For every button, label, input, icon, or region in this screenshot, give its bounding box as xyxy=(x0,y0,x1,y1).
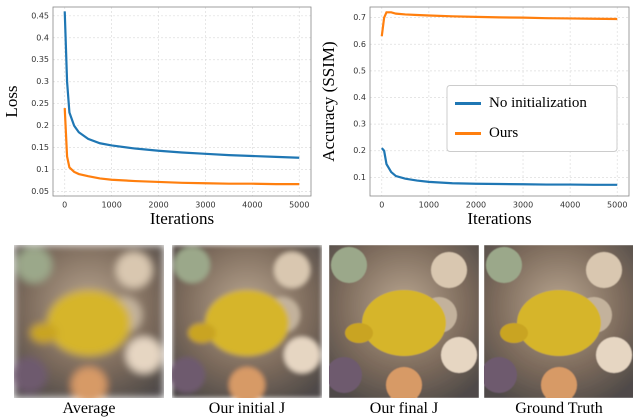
x-tick-label: 0 xyxy=(379,201,384,210)
y-tick-label: 0.3 xyxy=(353,120,366,129)
x-tick-label: 5000 xyxy=(289,201,309,210)
y-tick-label: 0.5 xyxy=(353,66,366,75)
y-tick-label: 0.3 xyxy=(36,77,49,86)
shell xyxy=(481,357,517,393)
y-tick-label: 0.45 xyxy=(31,11,49,20)
y-tick-label: 0.2 xyxy=(36,121,49,130)
y-tick-label: 0.4 xyxy=(353,93,366,102)
data-line xyxy=(65,108,300,184)
image-content xyxy=(11,245,164,403)
image-panel xyxy=(326,245,479,403)
shell xyxy=(274,252,310,288)
shell xyxy=(16,247,52,283)
shell xyxy=(441,337,477,373)
y-tick-label: 0.6 xyxy=(353,40,366,49)
shell xyxy=(284,337,320,373)
y-tick-label: 0.1 xyxy=(353,173,366,182)
x-axis-label: Iterations xyxy=(150,209,214,228)
turtle-shell xyxy=(205,290,289,356)
image-content xyxy=(169,245,322,403)
turtle-head xyxy=(30,323,58,343)
y-tick-label: 0.25 xyxy=(31,99,49,108)
turtle-shell xyxy=(362,290,446,356)
turtle-head xyxy=(345,323,373,343)
data-line xyxy=(382,12,617,36)
image-panel xyxy=(481,245,633,403)
x-tick-label: 1000 xyxy=(419,201,439,210)
x-tick-label: 1000 xyxy=(101,201,121,210)
y-tick-label: 0.35 xyxy=(31,55,49,64)
y-tick-label: 0.1 xyxy=(36,165,49,174)
y-tick-label: 0.05 xyxy=(31,187,49,196)
shell xyxy=(126,337,162,373)
shell xyxy=(386,367,422,403)
y-axis-label: Loss xyxy=(2,85,21,117)
x-tick-label: 0 xyxy=(62,201,67,210)
shell xyxy=(229,367,265,403)
shell xyxy=(431,252,467,288)
shell xyxy=(586,252,622,288)
shell xyxy=(169,357,205,393)
x-axis-label: Iterations xyxy=(467,209,531,228)
image-caption: Our final J xyxy=(370,400,438,417)
image-caption: Ground Truth xyxy=(515,400,603,417)
image-content xyxy=(481,245,633,403)
turtle-head xyxy=(500,323,528,343)
shell xyxy=(596,337,632,373)
image-caption: Average xyxy=(63,400,116,417)
turtle-shell xyxy=(517,290,601,356)
x-tick-label: 4000 xyxy=(242,201,262,210)
shell xyxy=(116,252,152,288)
plot-frame xyxy=(53,7,311,196)
image-panel xyxy=(169,245,322,403)
shell xyxy=(486,247,522,283)
figure: 0100020003000400050000.050.10.150.20.250… xyxy=(0,0,633,418)
shell xyxy=(331,247,367,283)
image-caption: Our initial J xyxy=(209,400,285,417)
data-line xyxy=(382,148,617,185)
legend-label: Ours xyxy=(489,125,518,141)
x-tick-label: 5000 xyxy=(607,201,627,210)
shell xyxy=(174,247,210,283)
y-axis-label: Accuracy (SSIM) xyxy=(319,41,338,161)
y-tick-label: 0.7 xyxy=(353,13,366,22)
y-tick-label: 0.15 xyxy=(31,143,49,152)
shell xyxy=(11,357,47,393)
y-tick-label: 0.4 xyxy=(36,33,49,42)
turtle-head xyxy=(188,323,216,343)
image-content xyxy=(326,245,479,403)
legend-label: No initialization xyxy=(489,95,587,111)
shell xyxy=(326,357,362,393)
image-panel xyxy=(11,245,164,403)
y-tick-label: 0.2 xyxy=(353,146,366,155)
shell xyxy=(71,367,107,403)
turtle-shell xyxy=(47,290,131,356)
x-tick-label: 4000 xyxy=(560,201,580,210)
data-line xyxy=(65,11,300,157)
shell xyxy=(541,367,577,403)
